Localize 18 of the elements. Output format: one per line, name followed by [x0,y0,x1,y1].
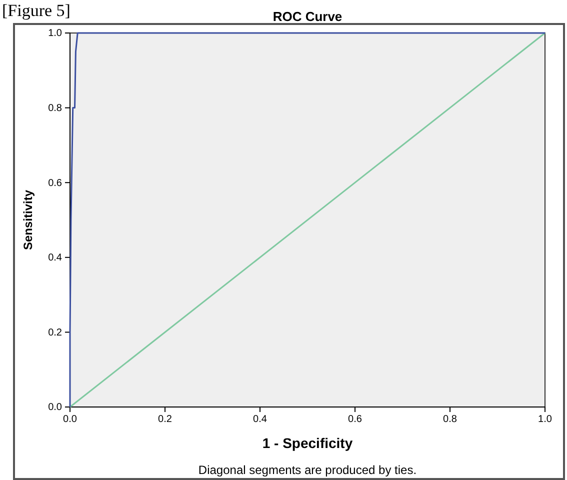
y-tick-label: 0.4 [48,252,62,264]
x-tick-label: 1.0 [538,414,552,426]
y-tick-label: 0.2 [48,327,62,338]
x-tick-label: 0.2 [158,414,172,426]
y-tick-label: 0.0 [48,402,62,414]
y-axis-title: Sensitivity [21,190,35,250]
y-tick-label: 0.8 [48,103,62,114]
x-tick-label: 0.8 [443,414,458,426]
text: [Figure 5] [2,1,70,20]
y-tick-label: 1.0 [48,28,62,40]
x-tick-label: 0.6 [348,414,362,426]
line-series [69,32,546,408]
text: Diagonal segments are produced by ties. [198,463,417,477]
y-tick-label: 0.6 [48,178,62,189]
x-tick-label: 0.4 [253,414,268,426]
x-axis-title: 1 - Specificity [262,435,353,451]
x-tick-label: 0.0 [63,414,78,426]
chart-title: ROC Curve [272,9,342,24]
